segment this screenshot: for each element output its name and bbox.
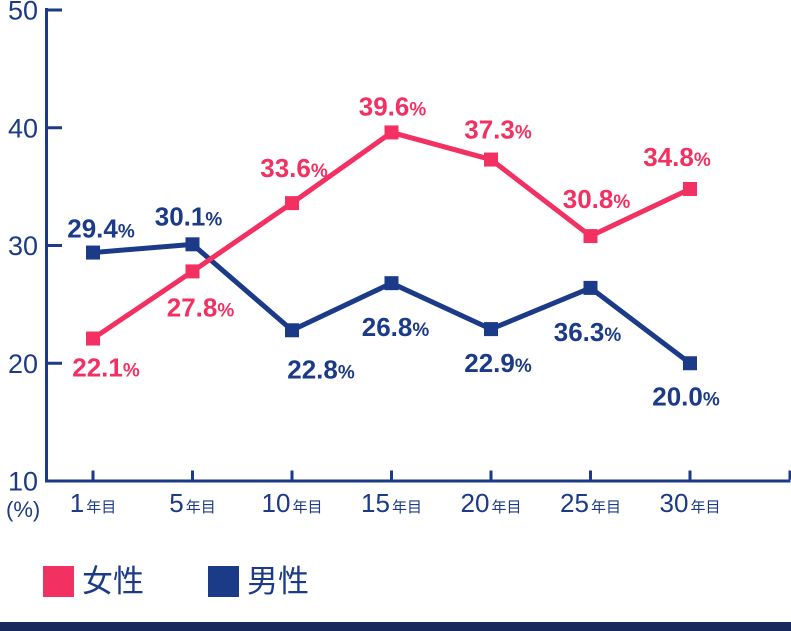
data-point-marker — [484, 152, 498, 167]
legend-item-female: 女性 — [43, 566, 144, 597]
male-series-swatch — [208, 566, 239, 597]
data-point-marker — [285, 323, 299, 338]
legend-label-female: 女性 — [82, 564, 144, 599]
data-point-label: 37.3% — [464, 115, 532, 145]
data-point-label: 29.4% — [67, 214, 135, 244]
y-tick-label: 10 — [8, 467, 38, 497]
bottom-accent-bar — [0, 622, 791, 631]
x-tick-label: 30 年目 — [660, 488, 721, 518]
data-point-label: 22.1% — [72, 353, 140, 383]
x-tick-label: 15 年目 — [361, 488, 422, 518]
x-tick-label: 5 年目 — [169, 488, 215, 518]
data-point-label: 20.0% — [652, 381, 720, 411]
data-point-marker — [285, 196, 299, 211]
y-axis-unit-label: (%) — [6, 497, 40, 522]
y-tick-label: 40 — [8, 113, 38, 143]
data-point-label: 33.6% — [260, 153, 328, 183]
x-tick-label: 1 年目 — [70, 488, 116, 518]
data-point-marker — [86, 331, 100, 346]
female-series-swatch — [43, 566, 74, 597]
y-tick-label: 30 — [8, 231, 38, 261]
data-point-label: 22.9% — [464, 348, 532, 378]
data-point-label: 27.8% — [167, 292, 235, 322]
x-tick-label: 25 年目 — [560, 488, 621, 518]
x-tick-label: 10 年目 — [262, 488, 323, 518]
chart-legend: 女性 男性 — [43, 566, 309, 597]
data-point-marker — [185, 237, 200, 252]
data-point-marker — [683, 356, 697, 371]
data-point-marker — [86, 245, 100, 260]
data-point-marker — [683, 181, 697, 196]
data-point-label: 39.6% — [359, 91, 427, 121]
data-point-label: 36.3% — [554, 317, 622, 347]
data-point-label: 22.8% — [287, 354, 355, 384]
legend-label-male: 男性 — [247, 564, 309, 599]
data-point-marker — [384, 276, 399, 291]
legend-item-male: 男性 — [208, 566, 309, 597]
data-point-label: 30.8% — [563, 184, 631, 214]
data-point-marker — [384, 125, 399, 140]
x-tick-label: 20 年目 — [461, 488, 522, 518]
y-tick-label: 50 — [8, 0, 38, 26]
y-tick-label: 20 — [8, 349, 38, 379]
data-point-marker — [583, 229, 598, 244]
data-point-label: 34.8% — [643, 142, 711, 172]
data-point-marker — [583, 280, 598, 295]
data-point-label: 26.8% — [362, 312, 430, 342]
data-point-marker — [185, 264, 200, 279]
data-point-marker — [484, 322, 498, 337]
data-point-label: 30.1% — [155, 201, 223, 231]
